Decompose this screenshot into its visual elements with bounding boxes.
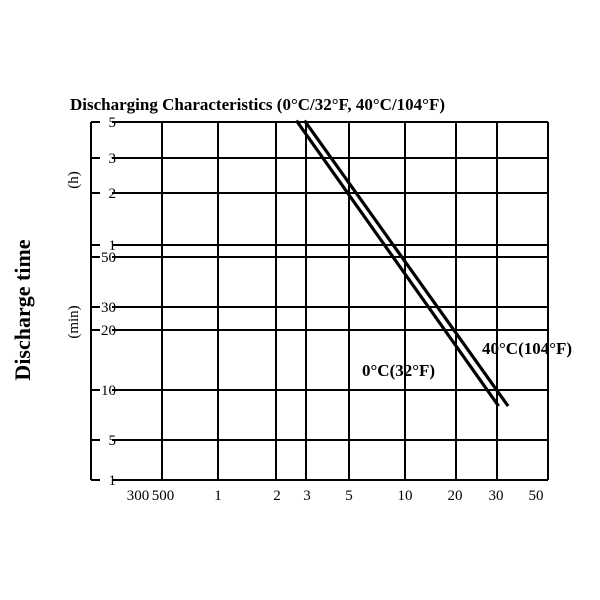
series-label: 0°C(32°F) (362, 361, 435, 380)
x-tick-label: 20 (448, 488, 463, 504)
y-tick-label-hours: 2 (109, 186, 117, 202)
x-tick-label: 500 (152, 488, 175, 504)
series-labels: 0°C(32°F) 40°C(104°F) (362, 339, 572, 380)
y-tick-label-minutes: 1 (109, 473, 117, 489)
y-axis (90, 121, 100, 481)
y-unit-minutes: (min) (66, 305, 82, 338)
series-line (295, 119, 500, 408)
y-tick-label-minutes: 5 (109, 433, 117, 449)
x-tick-label: 300 (127, 488, 150, 504)
y-tick-label-hours: 1 (109, 238, 117, 254)
series-line (303, 119, 510, 408)
x-tick-label: 5 (345, 488, 353, 504)
y-tick-label-hours: 3 (109, 151, 117, 167)
y-unit-hours: (h) (66, 171, 82, 189)
y-tick-label-hours: 5 (109, 115, 117, 131)
x-tick-label: 3 (303, 488, 311, 504)
y-tick-label-minutes: 10 (101, 383, 116, 399)
chart-title: Discharging Characteristics (0°C/32°F, 4… (70, 95, 445, 114)
series-lines (295, 119, 510, 408)
x-tick-label: 30 (489, 488, 504, 504)
x-tick-label: 2 (273, 488, 281, 504)
x-tick-label: 10 (398, 488, 413, 504)
series-label: 40°C(104°F) (482, 339, 572, 358)
x-tick-label: 50 (529, 488, 544, 504)
y-tick-label-minutes: 30 (101, 300, 116, 316)
x-tick-label: 1 (214, 488, 222, 504)
y-tick-label-minutes: 20 (101, 323, 116, 339)
y-tick-label-minutes: 50 (101, 250, 116, 266)
y-axis-label: Discharge time (10, 239, 35, 380)
grid (112, 121, 549, 481)
